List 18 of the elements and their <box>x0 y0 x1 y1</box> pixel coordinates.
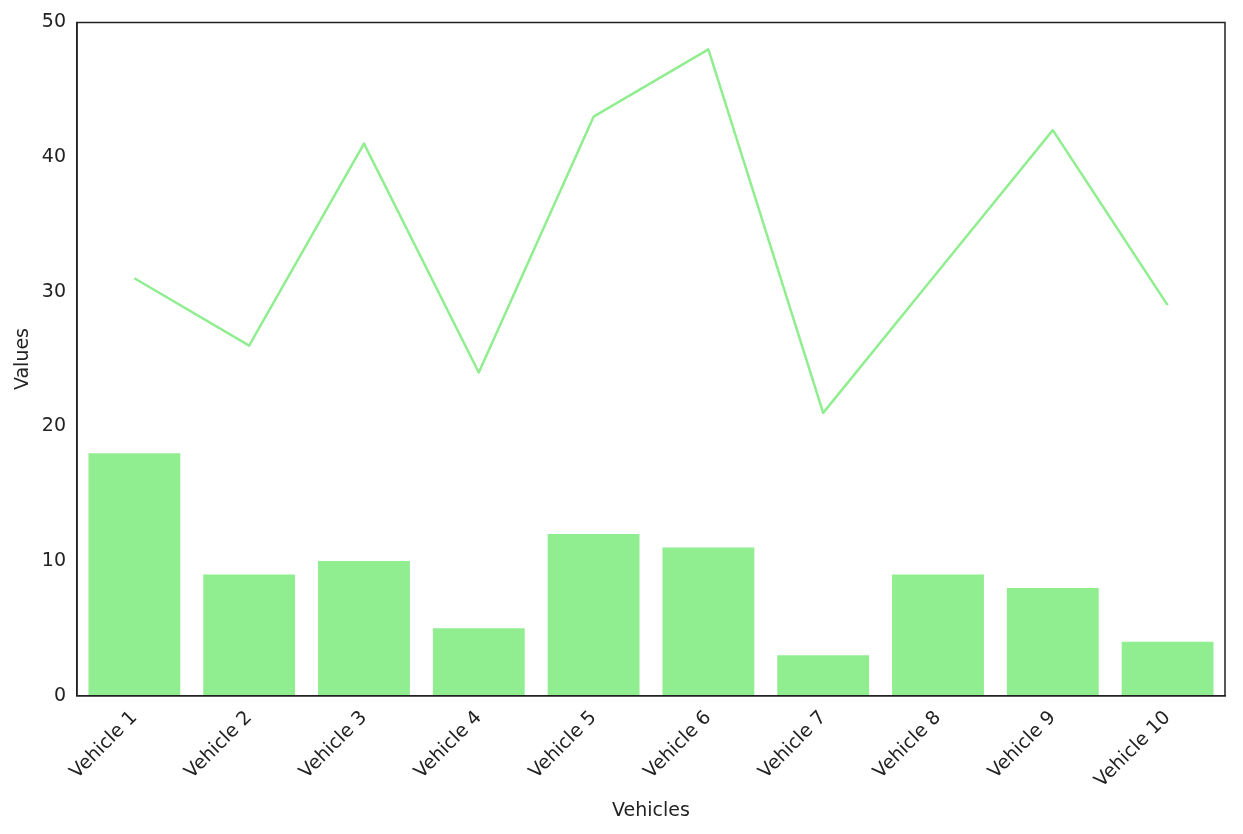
y-tick-label: 20 <box>41 413 66 436</box>
x-axis-title: Vehicles <box>612 797 690 820</box>
y-tick-label: 40 <box>41 143 66 166</box>
bar <box>88 453 181 696</box>
bar <box>432 628 525 696</box>
y-axis-title: Values <box>10 327 33 391</box>
bar <box>892 574 984 696</box>
bar <box>662 547 755 696</box>
bar <box>547 534 640 696</box>
y-tick-label: 10 <box>41 547 66 570</box>
y-tick-label: 50 <box>41 9 66 32</box>
bar <box>203 574 296 696</box>
bar <box>1006 587 1099 696</box>
bar <box>318 561 410 696</box>
y-tick-label: 30 <box>41 278 66 301</box>
bar <box>1121 641 1214 696</box>
y-tick-label: 0 <box>53 682 66 705</box>
bar <box>777 655 870 696</box>
